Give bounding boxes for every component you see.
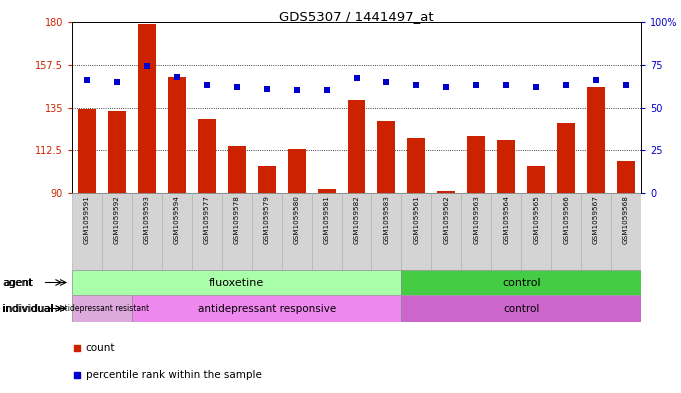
Point — [202, 82, 212, 88]
Point — [381, 79, 392, 85]
Text: agent: agent — [3, 277, 33, 288]
Bar — [491, 193, 521, 270]
Bar — [587, 86, 605, 193]
Text: GSM1059593: GSM1059593 — [144, 195, 150, 244]
Text: GDS5307 / 1441497_at: GDS5307 / 1441497_at — [279, 10, 434, 23]
Text: GSM1059565: GSM1059565 — [533, 195, 539, 244]
Text: antidepressant resistant: antidepressant resistant — [55, 304, 149, 313]
Bar — [527, 166, 545, 193]
Point — [501, 82, 511, 88]
Bar — [401, 295, 641, 322]
Point — [590, 77, 601, 83]
Bar — [342, 193, 371, 270]
Bar — [192, 193, 222, 270]
Text: percentile rank within the sample: percentile rank within the sample — [86, 370, 262, 380]
Bar — [431, 193, 461, 270]
Text: GSM1059582: GSM1059582 — [353, 195, 360, 244]
Bar — [287, 149, 306, 193]
Bar — [377, 121, 396, 193]
Bar — [557, 123, 575, 193]
Bar — [461, 193, 491, 270]
Point — [72, 345, 82, 351]
Bar — [407, 138, 426, 193]
Point — [620, 82, 631, 88]
Bar — [227, 145, 246, 193]
Text: GSM1059579: GSM1059579 — [264, 195, 270, 244]
Bar — [581, 193, 611, 270]
Text: individual: individual — [3, 303, 54, 314]
Bar — [401, 193, 431, 270]
Point — [82, 77, 93, 83]
Point — [262, 86, 272, 92]
Text: individual: individual — [2, 303, 53, 314]
Text: control: control — [503, 303, 539, 314]
Bar — [138, 24, 156, 193]
Point — [530, 84, 541, 90]
Bar — [252, 193, 282, 270]
Bar — [347, 100, 366, 193]
Bar — [611, 193, 641, 270]
Point — [112, 79, 123, 85]
Bar — [108, 111, 126, 193]
Bar — [168, 77, 186, 193]
Text: control: control — [502, 277, 541, 288]
Text: GSM1059580: GSM1059580 — [294, 195, 300, 244]
Point — [172, 73, 183, 80]
Bar — [132, 295, 401, 322]
Point — [441, 84, 452, 90]
Point — [351, 75, 362, 82]
Text: GSM1059577: GSM1059577 — [204, 195, 210, 244]
Bar — [317, 189, 336, 193]
Bar — [197, 119, 216, 193]
Text: GSM1059581: GSM1059581 — [323, 195, 330, 244]
Point — [560, 82, 571, 88]
Text: GSM1059583: GSM1059583 — [383, 195, 390, 244]
Bar — [282, 193, 312, 270]
Point — [291, 87, 302, 94]
Text: GSM1059566: GSM1059566 — [563, 195, 569, 244]
Text: GSM1059591: GSM1059591 — [84, 195, 90, 244]
Bar — [257, 166, 276, 193]
Bar — [497, 140, 516, 193]
Bar — [437, 191, 456, 193]
Bar — [222, 193, 252, 270]
Point — [411, 82, 422, 88]
Text: GSM1059568: GSM1059568 — [623, 195, 629, 244]
Text: agent: agent — [2, 277, 32, 288]
Text: GSM1059561: GSM1059561 — [413, 195, 419, 244]
Point — [232, 84, 242, 90]
Text: GSM1059594: GSM1059594 — [174, 195, 180, 244]
Text: GSM1059578: GSM1059578 — [234, 195, 240, 244]
Bar — [551, 193, 581, 270]
Text: GSM1059567: GSM1059567 — [593, 195, 599, 244]
Bar — [617, 161, 635, 193]
Bar — [371, 193, 401, 270]
Text: fluoxetine: fluoxetine — [209, 277, 264, 288]
Point — [321, 87, 332, 94]
Bar — [401, 270, 641, 295]
Bar — [78, 109, 96, 193]
Bar — [72, 193, 102, 270]
Text: count: count — [86, 343, 115, 353]
Bar — [312, 193, 342, 270]
Point — [72, 372, 82, 378]
Text: antidepressant responsive: antidepressant responsive — [197, 303, 336, 314]
Bar — [102, 193, 132, 270]
Text: GSM1059592: GSM1059592 — [114, 195, 120, 244]
Point — [142, 63, 153, 70]
Text: GSM1059563: GSM1059563 — [473, 195, 479, 244]
Bar — [72, 270, 401, 295]
Bar — [467, 136, 486, 193]
Bar — [132, 193, 162, 270]
Text: GSM1059564: GSM1059564 — [503, 195, 509, 244]
Bar — [72, 295, 132, 322]
Bar — [521, 193, 551, 270]
Text: GSM1059562: GSM1059562 — [443, 195, 449, 244]
Point — [471, 82, 481, 88]
Bar — [162, 193, 192, 270]
